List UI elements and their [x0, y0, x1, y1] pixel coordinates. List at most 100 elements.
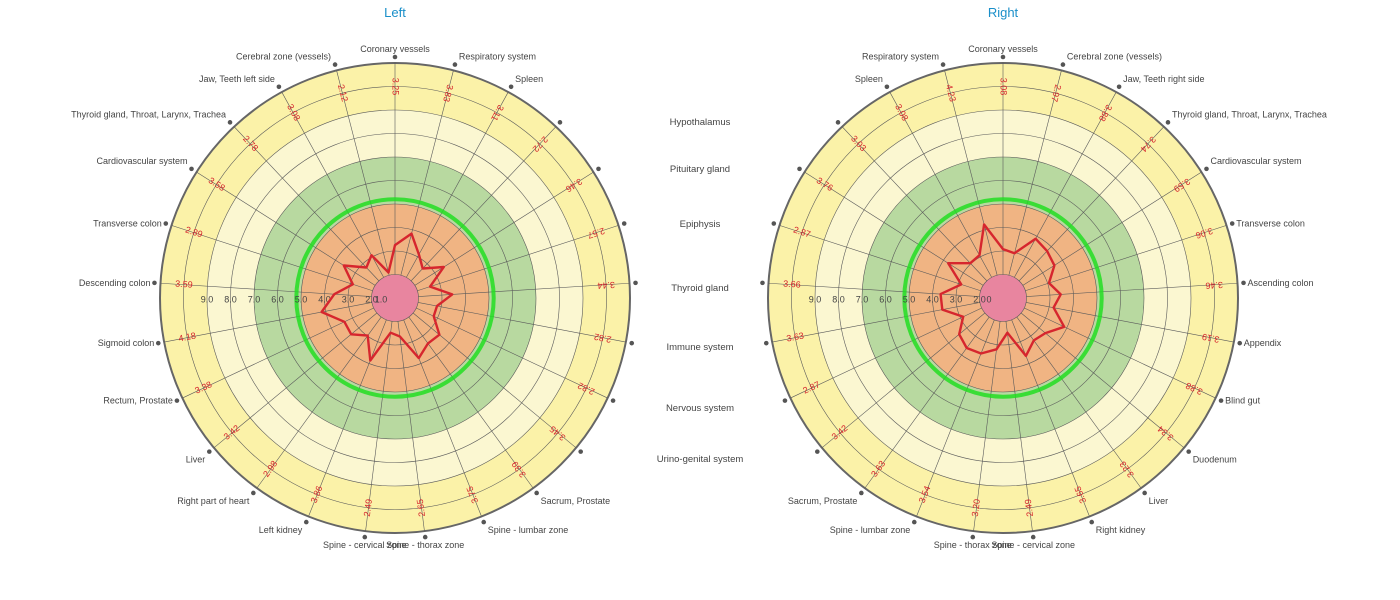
category-label: Cerebral zone (vessels): [236, 52, 331, 62]
spoke-line: [171, 225, 373, 292]
category-marker: [1000, 54, 1006, 60]
spoke-line: [841, 126, 988, 282]
category-label: Duodenum: [1193, 455, 1237, 465]
category-marker: [1237, 340, 1243, 346]
radial-tick-label: 2.0: [973, 294, 986, 304]
category-marker: [1241, 280, 1246, 286]
category-marker: [1142, 490, 1147, 496]
value-label: 3.19: [1201, 332, 1220, 345]
category-label: Transverse colon: [93, 219, 162, 229]
radial-tick-label: 0: [986, 294, 991, 304]
spoke-line: [864, 316, 990, 489]
radial-tick-label: 3.0: [342, 294, 355, 304]
category-marker: [332, 62, 338, 67]
category-marker: [884, 84, 890, 90]
category-marker: [163, 221, 169, 226]
category-marker: [940, 62, 946, 67]
spoke-line: [406, 91, 509, 278]
spoke-line: [164, 302, 372, 343]
zone-band-pink: [979, 274, 1027, 322]
category-label: Right part of heart: [177, 496, 250, 506]
category-marker: [1165, 120, 1171, 125]
left-radar-chart: Left 2.0 3.0 4.0 5.0 6.0 7.0 8.0 9.0 1.0 3.25 3.83 3…: [71, 5, 638, 550]
spoke-line: [790, 307, 982, 399]
category-label: Liver: [186, 455, 206, 465]
radial-tick-label: 6.0: [271, 294, 284, 304]
chart-title: Left: [384, 5, 406, 20]
category-marker: [1186, 449, 1191, 454]
category-marker: [578, 449, 583, 454]
category-marker: [1229, 221, 1235, 226]
category-marker: [763, 340, 769, 346]
value-label: 4.18: [178, 330, 197, 343]
category-marker: [760, 280, 765, 286]
spoke-line: [182, 307, 374, 399]
normal-ring: [294, 197, 496, 399]
category-label: Thyroid gland, Throat, Larynx, Trachea: [1172, 109, 1327, 119]
spoke-line: [400, 70, 454, 276]
spoke-line: [973, 321, 1001, 532]
spoke-line: [1022, 171, 1202, 286]
category-label: Descending colon: [79, 278, 151, 288]
category-label: Blind gut: [1225, 396, 1261, 406]
spoke-line: [233, 126, 380, 282]
category-label: Rectum, Prostate: [103, 396, 173, 406]
spoke-line: [417, 225, 619, 292]
category-marker: [1218, 398, 1224, 403]
center-label: Epiphysis: [680, 219, 721, 230]
spoke-line: [944, 70, 998, 276]
spoke-line: [308, 319, 387, 517]
value-label: 3.20: [970, 498, 982, 517]
category-label: Jaw, Teeth left side: [199, 74, 275, 84]
spoke-line: [365, 321, 393, 532]
value-label: 2.65: [415, 499, 427, 518]
radial-tick-label: 4.0: [926, 294, 939, 304]
category-label: Cerebral zone (vessels): [1067, 52, 1162, 62]
category-marker: [797, 166, 802, 172]
category-marker: [276, 84, 282, 90]
spoke-line: [336, 70, 390, 276]
category-marker: [815, 449, 820, 454]
radial-tick-label: 7.0: [856, 294, 869, 304]
category-marker: [621, 221, 627, 226]
radial-tick-label: 8.0: [224, 294, 237, 304]
category-label: Jaw, Teeth right side: [1123, 74, 1204, 84]
value-label: 3.66: [783, 279, 801, 290]
radial-tick-label: 9.0: [809, 294, 822, 304]
category-marker: [782, 398, 788, 403]
radial-tick-label: 7.0: [248, 294, 261, 304]
category-label: Spine - thorax zone: [934, 540, 1012, 550]
value-label: 2.97: [1049, 84, 1063, 103]
category-marker: [771, 221, 777, 226]
spoke-line: [779, 225, 981, 292]
radial-tick-label: 1.0: [375, 294, 388, 304]
radial-tick-label: 6.0: [879, 294, 892, 304]
spoke-line: [804, 171, 984, 286]
value-label: 3.59: [175, 279, 193, 290]
category-marker: [152, 280, 157, 286]
radial-tick-label: 8.0: [832, 294, 845, 304]
category-label: Spine - lumbar zone: [830, 525, 911, 535]
category-label: Thyroid gland, Throat, Larynx, Trachea: [71, 109, 226, 119]
category-marker: [557, 120, 563, 125]
center-label: Urino-genital system: [657, 454, 744, 465]
radial-tick-label: 9.0: [201, 294, 214, 304]
spoke-line: [1014, 91, 1117, 278]
category-marker: [534, 490, 539, 496]
category-marker: [1116, 84, 1122, 90]
category-marker: [303, 519, 309, 525]
category-label: Respiratory system: [459, 52, 536, 62]
category-label: Left kidney: [259, 525, 303, 535]
spoke-line: [889, 91, 992, 278]
category-marker: [1030, 534, 1036, 540]
category-label: Spine - cervical zone: [323, 540, 407, 550]
spoke-line: [821, 312, 986, 449]
category-marker: [911, 519, 917, 525]
chart-title: Right: [988, 5, 1019, 20]
category-label: Spine - lumbar zone: [488, 525, 569, 535]
category-label: Sacrum, Prostate: [541, 496, 611, 506]
spoke-line: [397, 321, 425, 532]
center-label: Pituitary gland: [670, 164, 730, 175]
category-marker: [362, 534, 368, 540]
